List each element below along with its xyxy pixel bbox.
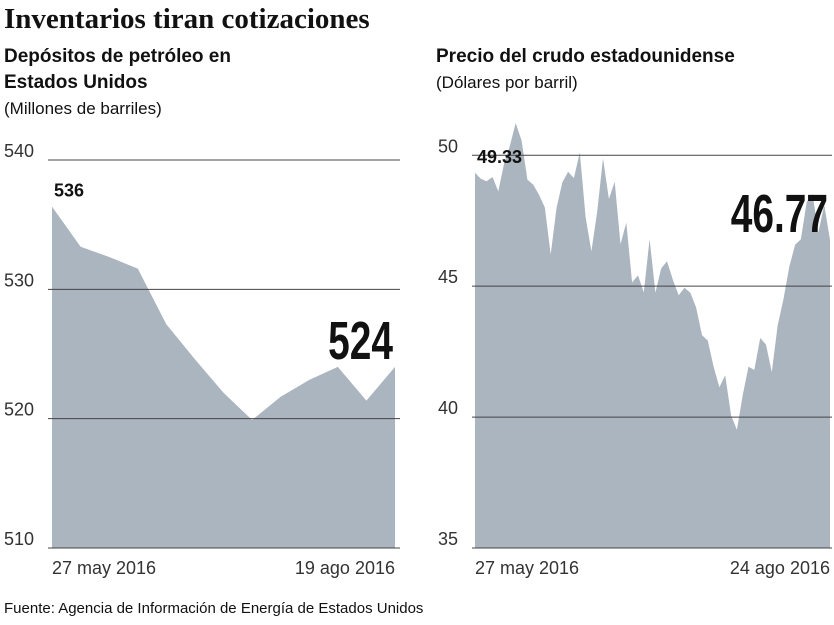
value-label: 524 (328, 310, 393, 371)
text-line: Precio del crudo estadounidense (436, 46, 735, 67)
text-line: Depósitos de petróleo en (4, 46, 231, 67)
value-label: 536 (54, 181, 84, 201)
y-tick-label: 540 (4, 141, 34, 161)
area (475, 123, 830, 548)
x-tick-label: 19 ago 2016 (295, 558, 395, 578)
chart-title: Precio del crudo estadounidense (436, 46, 735, 67)
y-tick-label: 510 (4, 529, 34, 549)
value-label: 49.33 (477, 147, 522, 167)
chart-subtitle: (Dólares por barril) (436, 73, 578, 92)
chart-subtitle: (Millones de barriles) (4, 99, 162, 118)
source: Fuente: Agencia de Información de Energí… (4, 600, 423, 617)
y-tick-label: 520 (4, 400, 34, 420)
x-tick-label: 27 may 2016 (475, 558, 579, 578)
value-label: 46.77 (731, 182, 828, 243)
page-title: Inventarios tiran cotizaciones (4, 3, 370, 35)
area (52, 206, 395, 548)
x-tick-label: 27 may 2016 (52, 558, 156, 578)
y-tick-label: 40 (438, 398, 458, 418)
x-tick-label: 24 ago 2016 (730, 558, 830, 578)
y-tick-label: 35 (438, 529, 458, 549)
y-tick-label: 50 (438, 136, 458, 156)
text-line: Estados Unidos (4, 72, 148, 93)
chart-title: Depósitos de petróleo en Estados Unidos (4, 46, 231, 93)
y-tick-label: 530 (4, 270, 34, 290)
y-tick-label: 45 (438, 267, 458, 287)
